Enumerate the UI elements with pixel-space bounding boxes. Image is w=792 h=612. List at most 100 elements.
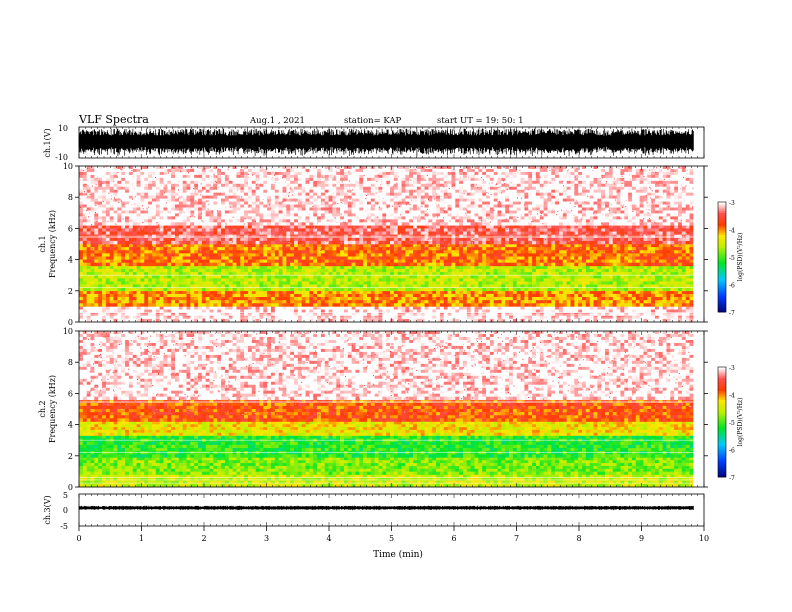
spectrogram-cell (251, 290, 256, 295)
spectrogram-cell (297, 262, 303, 267)
spectrogram-cell (190, 231, 195, 235)
spectrogram-cell (443, 259, 448, 264)
spectrogram-cell (286, 265, 291, 270)
spectrogram-cell (570, 293, 575, 298)
spectrogram-cell (244, 281, 249, 285)
spectrogram-cell (589, 293, 594, 298)
spectrogram-cell (462, 312, 468, 317)
spectrogram-cell (366, 231, 372, 235)
spectrogram-cell (324, 225, 329, 229)
spectrogram-cell (159, 272, 164, 276)
spectrogram-cell (428, 272, 433, 276)
spectrogram-cell (413, 312, 418, 317)
spectrogram-cell (662, 268, 667, 273)
spectrogram-cell (336, 268, 341, 273)
spectrogram-cell (270, 250, 276, 254)
spectrogram-cell (439, 309, 445, 313)
spectrogram-cell (198, 303, 203, 307)
spectrogram-cell (605, 297, 610, 301)
spectrogram-cell (305, 290, 310, 295)
spectrogram-cell (413, 272, 418, 276)
spectrogram-cell (674, 244, 679, 248)
spectrogram-cell (140, 293, 145, 298)
spectrogram-cell (470, 275, 475, 279)
spectrogram-cell (558, 318, 564, 323)
spectrogram-cell (543, 284, 548, 288)
spectrogram-cell (405, 315, 410, 320)
spectrogram-cell (151, 253, 157, 257)
spectrogram-cell (551, 303, 556, 307)
spectrogram-cell (244, 275, 249, 279)
spectrogram-cell (278, 265, 283, 270)
spectrogram-cell (332, 237, 337, 242)
spectrogram-cell (351, 244, 356, 248)
spectrogram-cell (524, 240, 529, 245)
spectrogram-cell (198, 293, 203, 298)
spectrogram-cell (163, 231, 168, 235)
spectrogram-cell (182, 256, 187, 260)
spectrogram-cell (409, 312, 414, 317)
spectrogram-cell (535, 247, 541, 251)
spectrogram-cell (543, 290, 548, 295)
spectrogram-cell (332, 278, 337, 282)
spectrogram-cell (79, 201, 84, 205)
spectrogram-cell (505, 297, 510, 301)
spectrogram-cell (670, 256, 675, 260)
spectrogram-cell (409, 228, 414, 232)
spectrogram-cell (332, 290, 337, 295)
spectrogram-cell (201, 303, 207, 307)
spectrogram-cell (401, 284, 406, 288)
spectrogram-cell (267, 250, 272, 254)
spectrogram-cell (113, 225, 118, 229)
spectrogram-cell (317, 262, 322, 267)
spectrogram-cell (612, 259, 617, 264)
spectrogram-cell (620, 297, 625, 301)
spectrogram-cell (631, 228, 637, 232)
spectrogram-cell (159, 303, 164, 307)
spectrogram-cell (290, 240, 295, 245)
spectrogram-cell (363, 275, 368, 279)
spectrogram-cell (217, 228, 222, 232)
spectrogram-cell (482, 231, 487, 235)
spectrogram-cell (132, 300, 137, 304)
spectrogram-cell (662, 300, 667, 304)
spectrogram-cell (420, 231, 425, 235)
spectrogram-cell (178, 293, 183, 298)
spectrogram-cell (351, 309, 356, 313)
spectrogram-cell (366, 290, 372, 295)
spectrogram-cell (359, 240, 364, 245)
spectrogram-cell (136, 237, 141, 242)
spectrogram-cell (105, 253, 111, 257)
spectrogram-cell (616, 312, 621, 317)
spectrogram-cell (432, 256, 437, 260)
spectrogram-cell (201, 250, 207, 254)
spectrogram-cell (363, 303, 368, 307)
spectrogram-cell (555, 312, 560, 317)
spectrogram-cell (585, 265, 590, 270)
spectrogram-cell (332, 272, 337, 276)
spectrogram-cell (612, 306, 617, 310)
spectrogram-cell (593, 228, 598, 232)
spectrogram-cell (635, 297, 640, 301)
spectrogram-cell (501, 306, 506, 310)
spectrogram-cell (555, 318, 560, 323)
spectrogram-cell (270, 259, 276, 264)
spectrogram-cell (171, 287, 176, 292)
spectrogram-cell (631, 256, 637, 260)
spectrogram-cell (558, 297, 564, 301)
spectrogram-cell (163, 244, 168, 248)
spectrogram-cell (505, 278, 510, 282)
spectrogram-cell (278, 231, 283, 235)
spectrogram-cell (117, 293, 122, 298)
spectrogram-cell (224, 312, 230, 317)
spectrogram-cell (363, 228, 368, 232)
spectrogram-cell (297, 306, 303, 310)
spectrogram-cell (574, 275, 579, 279)
spectrogram-cell (98, 240, 103, 245)
spectrogram-cell (109, 300, 114, 304)
spectrogram-cell (432, 303, 437, 307)
spectrogram-cell (658, 231, 663, 235)
spectrogram-cell (432, 306, 437, 310)
spectrogram-cell (79, 262, 84, 267)
spectrogram-cell (140, 281, 145, 285)
